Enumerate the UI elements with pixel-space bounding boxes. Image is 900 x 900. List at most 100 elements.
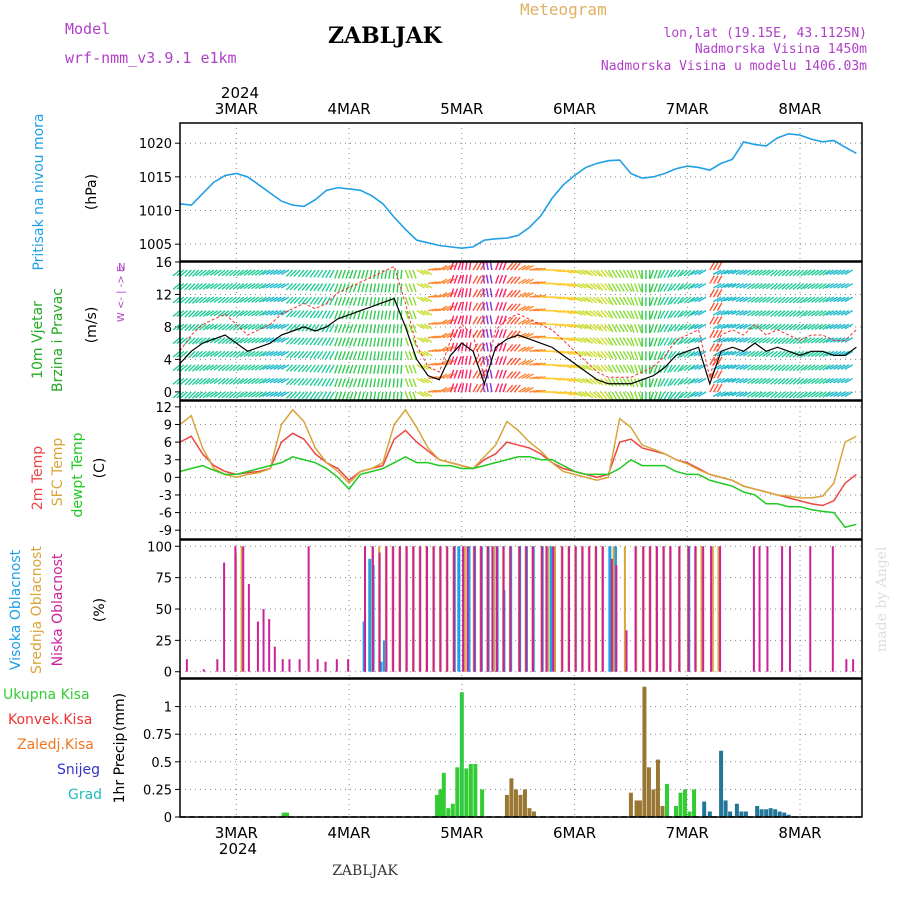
wind-arrow: [297, 283, 305, 291]
wind-arrow: [221, 377, 230, 385]
wind-arrow: [191, 283, 200, 291]
wind-arrow: [649, 296, 655, 306]
wind-arrow: [659, 350, 666, 360]
wind-arrow: [172, 364, 181, 372]
wind-arrow: [404, 323, 410, 333]
precip-bar-21: [634, 800, 639, 817]
wind-arrow: [607, 283, 614, 292]
wind-arrow: [229, 391, 237, 399]
wind-arrow: [690, 377, 699, 384]
wind-arrow: [236, 283, 245, 290]
wind-arrow: [770, 296, 778, 304]
cloud-bar-2-17: [335, 659, 338, 672]
wind-arrow: [792, 337, 801, 345]
pressure-unit: (hPa): [84, 174, 100, 210]
bottom-day-6MAR: 6MAR: [553, 824, 596, 842]
wind-arrow: [792, 364, 801, 372]
wind-arrow: [600, 391, 608, 400]
wind-arrow: [376, 378, 380, 388]
wind-arrow: [773, 377, 782, 385]
wind-arrow: [770, 269, 778, 277]
wind-arrow: [357, 378, 362, 388]
wind-arrow: [438, 359, 448, 366]
wind-arrow: [239, 364, 249, 371]
wind-arrow: [400, 324, 403, 334]
wind-arrow: [765, 350, 775, 358]
precip-bar-25: [651, 789, 656, 817]
wind-arrow: [844, 337, 853, 343]
wind-arrow: [461, 274, 465, 284]
wind-arrow: [494, 342, 500, 352]
wind-arrow: [720, 391, 729, 398]
wind-arrow: [659, 391, 666, 401]
wind-arrow: [269, 296, 279, 303]
wind-arrow: [758, 310, 767, 317]
cloud-bar-2-11: [281, 659, 284, 672]
snow-bar-10: [764, 809, 769, 817]
wind-arrow: [468, 301, 472, 311]
wind-arrow: [258, 350, 267, 358]
wind-arrow: [328, 310, 335, 319]
wind-arrow: [254, 282, 264, 290]
wind-arrow: [750, 337, 760, 344]
wind-arrow: [596, 337, 604, 346]
wind-arrow: [337, 351, 343, 361]
wind-arrow: [677, 364, 685, 373]
wind-arrow: [690, 337, 699, 343]
precip-bar-19: [531, 811, 536, 817]
wind-arrow: [217, 310, 226, 317]
wind-arrow: [416, 350, 425, 357]
wind-arrow: [694, 282, 703, 289]
wind-arrow: [502, 274, 507, 284]
wind-arrow: [400, 351, 403, 361]
wind-arrow: [829, 350, 838, 357]
wind-arrow: [781, 337, 790, 345]
wind-arrow: [589, 296, 597, 304]
wind-arrow: [622, 364, 629, 374]
wind-arrow: [626, 350, 633, 360]
wind-arrow: [659, 310, 666, 319]
wind-arrow: [494, 288, 500, 298]
cloud-bar-2-39: [495, 546, 498, 672]
snow-bar-1: [707, 811, 712, 817]
wind-arrow: [243, 310, 252, 317]
wind-arrow: [482, 355, 486, 366]
wind-arrow: [836, 269, 846, 276]
wind-arrow: [373, 296, 377, 307]
wind-arrow: [731, 377, 741, 383]
wind-arrow: [727, 269, 737, 275]
wind-arrow: [563, 391, 572, 396]
wind-arrow: [800, 377, 808, 385]
wind-arrow: [773, 364, 782, 372]
wind-arrow: [679, 391, 688, 399]
wind-arrow: [566, 269, 576, 274]
wind-arrow: [232, 283, 241, 290]
cloud-bar-2-44: [531, 546, 534, 672]
wind-arrow: [611, 378, 618, 387]
wind-arrow: [634, 296, 639, 306]
wind-arrow: [258, 296, 267, 303]
wind-arrow: [423, 296, 433, 303]
wind-arrow: [747, 377, 756, 385]
wind-arrow: [449, 342, 455, 352]
wind-arrow: [712, 269, 722, 276]
wind-arrow: [716, 310, 726, 316]
wind-arrow: [229, 283, 237, 290]
wind-arrow: [712, 288, 719, 298]
precip-bar-24: [646, 767, 651, 817]
wind-arrow: [334, 269, 339, 279]
wind-arrow: [349, 283, 354, 293]
wind-arrow: [352, 378, 358, 388]
wind-arrow: [172, 350, 181, 358]
wind-arrow: [321, 364, 328, 374]
wind-arrow: [254, 269, 264, 276]
wind-arrow: [269, 377, 279, 384]
wind-arrow: [577, 296, 587, 303]
wind-arrow: [690, 282, 699, 289]
wind-arrow: [604, 310, 611, 319]
wind-arrow: [743, 323, 752, 330]
wind-arrow: [754, 323, 763, 330]
wind-arrow: [822, 323, 831, 330]
wind-arrow: [818, 377, 827, 385]
wind-arrow: [585, 269, 594, 277]
